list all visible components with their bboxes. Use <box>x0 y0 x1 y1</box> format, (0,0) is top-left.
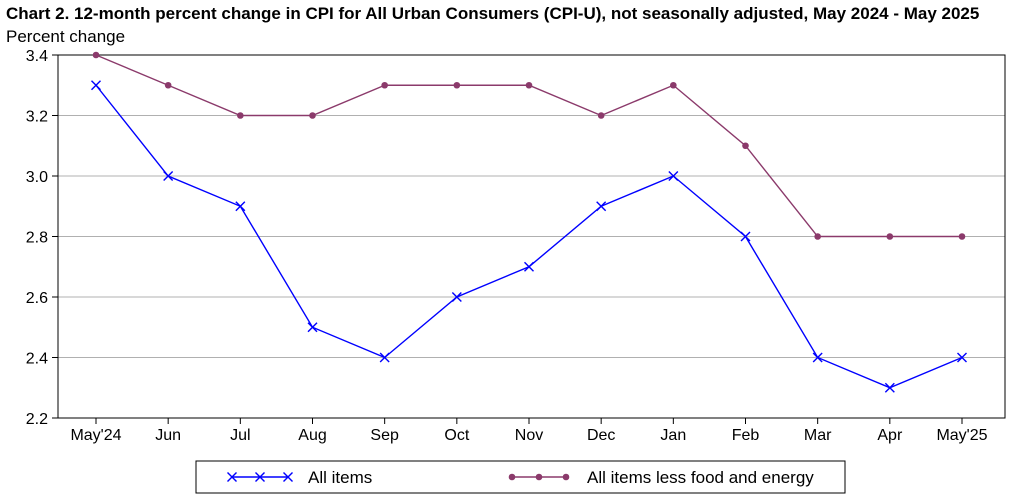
x-tick-label: Mar <box>804 427 832 444</box>
data-point <box>957 352 967 363</box>
y-axis-label: Percent change <box>6 27 126 46</box>
chart-title: Chart 2. 12-month percent change in CPI … <box>6 4 980 23</box>
x-axis: May'24 Jun Jul Aug Sep Oct Nov Dec Jan Feb Mar Apr M… <box>70 418 988 444</box>
legend-marker <box>283 472 293 482</box>
y-tick-label: 3.2 <box>26 109 48 126</box>
data-point <box>309 112 316 119</box>
y-tick-label: 2.8 <box>26 230 48 247</box>
data-point <box>164 81 172 89</box>
data-point <box>597 112 605 119</box>
data-point <box>237 112 244 119</box>
data-point <box>163 171 174 181</box>
data-point <box>958 233 966 240</box>
x-tick-label: Jan <box>660 427 686 444</box>
x-tick-label: Feb <box>732 427 760 444</box>
x-tick-label: Aug <box>298 427 326 444</box>
y-tick-label: 3.0 <box>26 169 48 186</box>
data-point <box>525 81 533 89</box>
x-tick-label: May'24 <box>70 427 121 444</box>
series-0 <box>91 80 967 393</box>
data-point <box>812 352 823 363</box>
legend-item: All items <box>227 468 372 487</box>
x-tick-label: Dec <box>587 427 615 444</box>
data-point <box>381 81 388 89</box>
x-tick-label: Oct <box>444 427 469 444</box>
x-tick-label: Jun <box>155 427 181 444</box>
legend-label: All items less food and energy <box>587 468 814 487</box>
data-point <box>596 201 607 212</box>
data-point <box>740 231 751 242</box>
legend-marker <box>562 473 570 481</box>
x-tick-label: May'25 <box>936 427 987 444</box>
data-point <box>742 142 749 150</box>
x-tick-label: Nov <box>515 427 543 444</box>
data-point <box>307 322 318 333</box>
x-tick-label: Apr <box>877 427 903 444</box>
legend-marker <box>508 473 516 481</box>
data-point <box>886 233 894 240</box>
y-axis: 2.2 2.4 2.6 2.8 3.0 3.2 3.4 <box>26 48 58 428</box>
data-point <box>91 80 101 91</box>
data-point <box>451 292 462 302</box>
data-point <box>814 233 821 240</box>
x-tick-label: Sep <box>370 427 399 444</box>
data-point <box>884 382 895 393</box>
legend-marker <box>535 473 543 481</box>
series-layer <box>91 51 967 393</box>
data-point <box>670 81 677 89</box>
data-point <box>453 81 461 89</box>
data-point <box>92 51 100 59</box>
legend-label: All items <box>308 468 372 487</box>
series-1 <box>92 51 966 240</box>
legend-marker <box>227 472 237 482</box>
y-tick-label: 3.4 <box>26 48 48 65</box>
legend-marker <box>255 472 265 482</box>
x-tick-label: Jul <box>230 427 250 444</box>
legend-item: All items less food and energy <box>508 468 814 487</box>
data-point <box>235 201 246 212</box>
legend-box <box>195 460 846 494</box>
data-point <box>379 352 390 363</box>
legend: All items All items less food and energy <box>195 460 846 494</box>
data-point <box>668 171 679 181</box>
y-tick-label: 2.6 <box>26 290 48 307</box>
data-point <box>524 261 534 272</box>
y-tick-label: 2.4 <box>26 351 48 368</box>
y-tick-label: 2.2 <box>26 411 48 428</box>
